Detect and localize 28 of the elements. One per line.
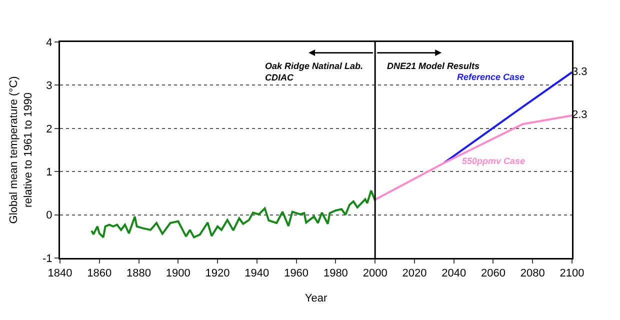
x-axis-title: Year [304, 292, 328, 304]
x-tick-label: 2100 [560, 268, 584, 280]
x-tick-label: 2080 [520, 268, 545, 280]
line-series [374, 114, 572, 201]
annotation: DNE21 Model Results [387, 61, 480, 71]
x-tick-label: 1980 [323, 268, 348, 280]
text: Reference Case [457, 72, 525, 82]
x-tick-label: 1840 [48, 268, 72, 280]
annotation: Oak Ridge Natinal Lab. CDIAC [265, 61, 364, 83]
y-tick-label: 1 [46, 166, 52, 178]
x-tick-label: 1900 [166, 268, 190, 280]
y-tick-label: -1 [42, 252, 52, 265]
y-tick-label: 2 [46, 123, 52, 136]
x-tick-label: 1960 [284, 268, 309, 280]
line-series [90, 190, 376, 238]
y-tick-label: 0 [46, 210, 52, 222]
x-tick-label: 1940 [244, 268, 270, 280]
x-tick-label: 1920 [205, 268, 230, 280]
x-tick-label: 2020 [402, 268, 427, 280]
y-tick-label: 3 [46, 80, 52, 92]
x-tick-label: 2040 [442, 268, 466, 280]
x-tick-label: 1880 [126, 268, 152, 280]
y-tick-label: 4 [46, 36, 52, 49]
x-tick-label: 1860 [87, 268, 112, 280]
series-label: 550ppmv Case [462, 156, 526, 166]
x-tick-label: 2060 [480, 268, 506, 280]
x-tick-label: 2000 [362, 268, 388, 280]
y-axis-title: Global mean temperature (°C) relative to 1961 to 1990 [8, 76, 34, 224]
